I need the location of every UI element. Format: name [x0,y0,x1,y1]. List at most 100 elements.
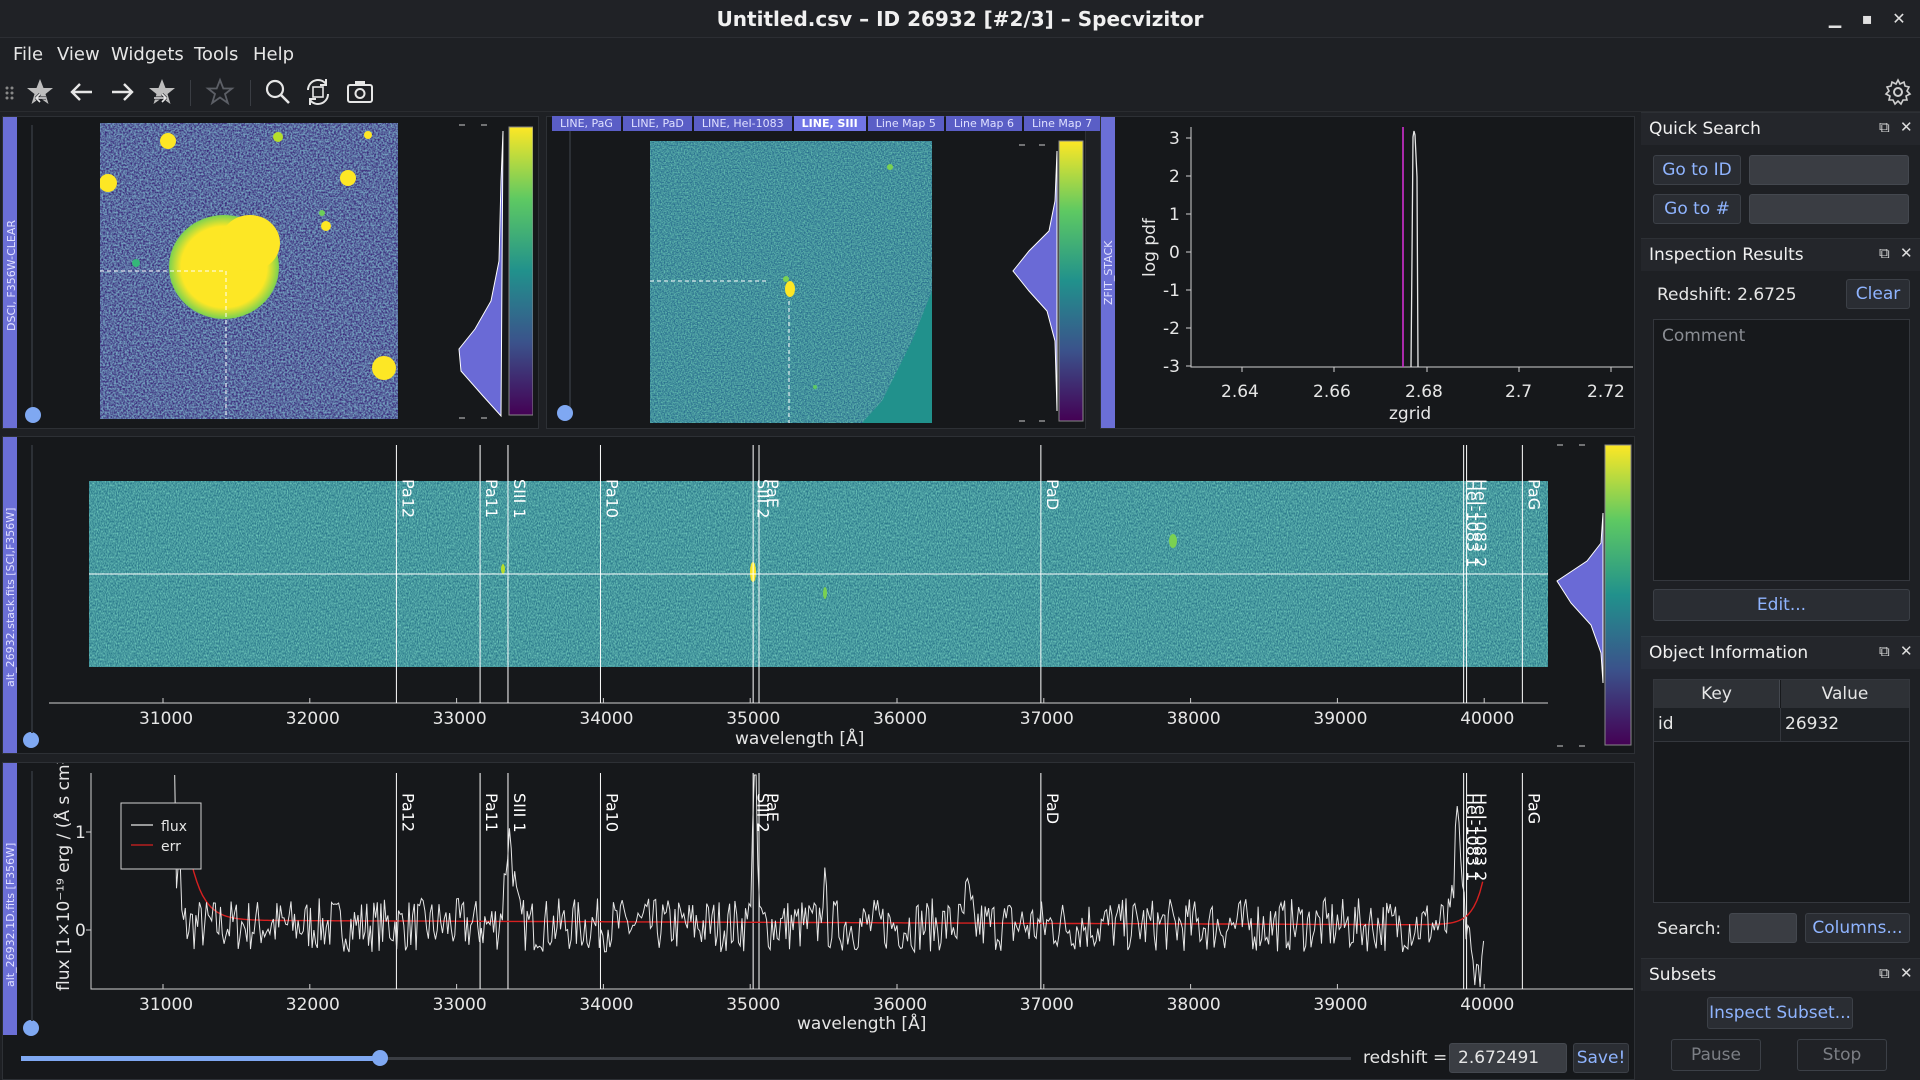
line-label: PaD [1043,479,1062,510]
arrow-right-icon[interactable] [106,76,138,108]
table-cell-value: 26932 [1785,714,1840,734]
panel-drag-handle[interactable] [3,117,17,428]
dock-title: Quick Search [1649,119,1761,139]
ytick: 1 [1169,205,1180,225]
pause-button[interactable]: Pause [1671,1039,1761,1071]
redshift-input[interactable]: 2.672491 [1449,1043,1567,1073]
panel-slider-knob[interactable] [23,732,39,748]
x-axis-label: wavelength [Å] [735,727,864,749]
inspect-subset-button[interactable]: Inspect Subset... [1707,997,1853,1029]
star-back-icon[interactable] [24,76,56,108]
flux-curve [174,774,1485,988]
go-to-id-button[interactable]: Go to ID [1653,155,1741,185]
search-input[interactable] [1729,913,1797,943]
spectrum-2d-plot[interactable]: 31000 32000 33000 34000 35000 36000 37000 38000… [3,437,1636,755]
go-to-id-input[interactable] [1749,155,1909,185]
tab-line-siii[interactable]: LINE, SIII [793,116,866,131]
float-icon[interactable]: ⧉ [1879,642,1890,660]
line-label: Pa10 [602,479,621,518]
line-label: Pa11 [482,479,501,518]
redshift-slider-fill [21,1056,381,1061]
line-map-image[interactable] [650,141,932,423]
y-axis-label: log pdf [1140,217,1160,277]
window-title: Untitled.csv – ID 26932 [#2/3] – Specviz… [716,7,1204,31]
panel-slider-knob[interactable] [557,405,573,421]
table-header-value[interactable]: Value [1781,680,1909,708]
redshift-slider-knob[interactable] [372,1050,389,1066]
columns-button[interactable]: Columns... [1805,913,1910,943]
float-icon[interactable]: ⧉ [1879,118,1890,136]
refresh-icon[interactable] [302,76,334,108]
close-icon[interactable]: ✕ [1900,244,1913,262]
panel-drag-handle[interactable] [3,437,17,753]
dock-header: Quick Search ⧉ ✕ [1641,113,1920,145]
menu-file[interactable]: File [13,44,44,65]
redshift-result: Redshift: 2.6725 [1657,285,1797,305]
panel-slider-knob[interactable] [23,1020,39,1036]
close-icon[interactable]: ✕ [1900,642,1913,660]
spectrum-2d-histogram-colorbar[interactable] [1551,443,1633,751]
zfit-plot[interactable]: 3 2 1 0 -1 -2 -3 2.64 2.66 2.68 2.7 2.72… [1121,117,1633,429]
menu-tools[interactable]: Tools [194,44,239,65]
panel-slider-knob[interactable] [25,407,41,423]
menu-bar: File View Widgets Tools Help [0,38,1920,72]
menu-help[interactable]: Help [253,44,295,65]
arrow-left-icon[interactable] [66,76,98,108]
zoom-icon[interactable] [262,76,294,108]
float-icon[interactable]: ⧉ [1879,964,1890,982]
xtick: 35000 [726,709,780,729]
object-info-table: Key Value id 26932 [1653,679,1910,903]
menu-widgets[interactable]: Widgets [111,44,184,65]
float-icon[interactable]: ⧉ [1879,244,1890,262]
image-cutout[interactable] [100,123,398,419]
screenshot-icon[interactable] [344,76,376,108]
xtick: 34000 [579,709,633,729]
go-to-num-input[interactable] [1749,194,1909,224]
xtick: 31000 [139,995,193,1015]
go-to-num-button[interactable]: Go to # [1653,194,1741,224]
close-icon[interactable]: ✕ [1900,964,1913,982]
line-label: PaE [763,793,782,822]
close-button[interactable]: ✕ [1892,9,1906,28]
tab-line-map-5[interactable]: Line Map 5 [867,116,944,131]
line-label: PaG [1524,793,1543,824]
dock-title: Inspection Results [1649,245,1804,265]
tab-line-map-7[interactable]: Line Map 7 [1023,116,1101,131]
clear-button[interactable]: Clear [1846,279,1910,309]
tab-line-pad[interactable]: LINE, PaD [622,116,692,131]
ytick: 1 [75,823,86,843]
panel-drag-handle[interactable] [1101,117,1115,428]
line-label: Pa12 [398,793,417,832]
title-bar: Untitled.csv – ID 26932 [#2/3] – Specviz… [0,0,1920,38]
xtick: 33000 [433,995,487,1015]
redshift-slider-track[interactable] [21,1057,1351,1060]
panel-label: ZFIT_STACK [1102,240,1115,305]
inspection-results-dock: Inspection Results ⧉ ✕ Redshift: 2.6725 … [1641,238,1920,630]
spectrum-1d-plot[interactable]: 1 0 flux [1×10⁻¹⁹ erg / (Å s cm²)] 31000… [3,763,1636,1035]
comment-textarea[interactable]: Comment [1653,319,1910,581]
maximize-button[interactable]: ▪ [1861,9,1873,28]
redshift-label: redshift = [1363,1048,1448,1068]
tab-line-hei[interactable]: LINE, HeI-1083 [693,116,792,131]
close-icon[interactable]: ✕ [1900,118,1913,136]
table-row[interactable]: id 26932 [1654,708,1909,742]
minimize-button[interactable]: ▁ [1828,9,1842,28]
panel-drag-handle[interactable] [3,763,17,1035]
star-forward-icon[interactable] [146,76,178,108]
menu-view[interactable]: View [57,44,100,65]
tab-line-map-6[interactable]: Line Map 6 [945,116,1022,131]
xtick: 2.64 [1221,382,1259,402]
edit-button[interactable]: Edit... [1653,589,1910,621]
ytick: -3 [1163,357,1180,377]
line-label: HeI-1083 1 [1463,479,1482,567]
star-icon[interactable] [204,76,236,108]
save-button[interactable]: Save! [1573,1043,1629,1073]
tab-line-pag[interactable]: LINE, PaG [552,116,621,131]
table-header-key[interactable]: Key [1654,680,1780,708]
image-histogram-colorbar[interactable] [423,121,533,421]
line-label: Pa11 [482,793,501,832]
stop-button[interactable]: Stop [1797,1039,1887,1071]
settings-icon[interactable] [1882,76,1914,108]
line-map-histogram-colorbar[interactable] [999,121,1085,423]
line-map-panel [546,116,1086,429]
